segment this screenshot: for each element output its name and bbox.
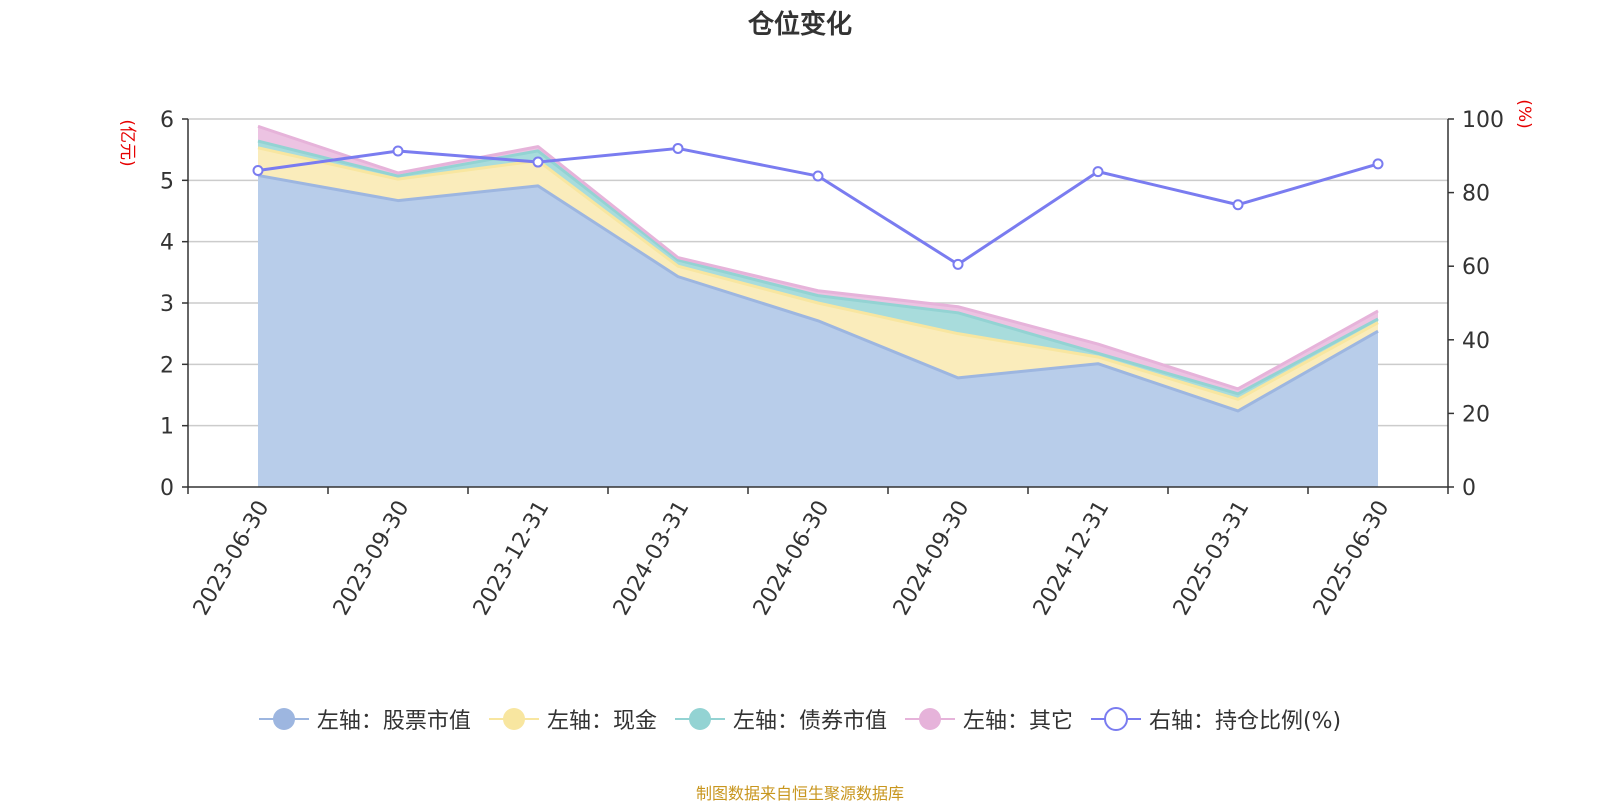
legend-item-cash[interactable]: 左轴：现金 [488,703,657,735]
right-tick-label: 60 [1462,255,1490,280]
right-axis-unit-label: (%) [1514,99,1534,128]
legend: 左轴：股票市值 左轴：现金 左轴：债券市值 左轴：其它 右轴：持仓比例(%) [0,703,1600,735]
left-axis-unit-label: (亿元) [117,119,137,166]
x-tick-label: 2023-09-30 [329,497,415,620]
ratio-point [392,145,404,157]
ratio-point [812,170,824,182]
ratio-point [252,165,264,177]
area-line-1 [257,146,1379,401]
left-tick-label: 6 [160,108,174,133]
left-tick-label: 0 [160,476,174,501]
legend-label-ratio: 右轴：持仓比例(%) [1148,709,1342,734]
ratio-point [1372,158,1384,170]
left-tick-label: 1 [160,415,174,440]
legend-marker-cash [488,708,539,730]
area-line-0 [257,173,1379,413]
ratio-point [1232,199,1244,211]
x-tick-label: 2024-12-31 [1029,497,1115,620]
x-tick-label: 2023-06-30 [189,497,275,620]
right-tick-label: 40 [1462,329,1490,354]
x-tick-label: 2023-12-31 [469,497,555,620]
area-line-3 [257,124,1379,391]
legend-label-other: 左轴：其它 [962,709,1073,734]
left-tick-label: 2 [160,353,174,378]
legend-label-bond: 左轴：债券市值 [732,709,887,734]
legend-item-stock[interactable]: 左轴：股票市值 [258,703,471,735]
legend-item-ratio[interactable]: 右轴：持仓比例(%) [1090,703,1342,735]
legend-marker-stock [258,708,309,730]
right-tick-label: 100 [1462,108,1504,133]
left-tick-label: 3 [160,292,174,317]
legend-marker-bond [674,708,725,730]
legend-item-other[interactable]: 左轴：其它 [904,703,1073,735]
left-tick-label: 4 [160,231,174,256]
ratio-point [1092,166,1104,178]
right-tick-label: 80 [1462,182,1490,207]
legend-marker-ratio [1090,707,1141,731]
legend-item-bond[interactable]: 左轴：债券市值 [674,703,887,735]
x-tick-label: 2024-03-31 [609,497,695,620]
legend-label-cash: 左轴：现金 [546,709,657,734]
x-tick-label: 2024-09-30 [889,497,975,620]
source-note: 制图数据来自恒生聚源数据库 [695,784,904,803]
legend-label-stock: 左轴：股票市值 [316,709,471,734]
x-tick-label: 2025-03-31 [1169,497,1255,620]
area-line-2 [257,139,1379,396]
legend-marker-other [904,708,955,730]
area-0 [258,175,1378,487]
right-tick-label: 20 [1462,402,1490,427]
right-tick-label: 0 [1462,476,1476,501]
x-tick-label: 2024-06-30 [749,497,835,620]
x-tick-label: 2025-06-30 [1309,497,1395,620]
left-tick-label: 5 [160,169,174,194]
chart-title: 仓位变化 [747,10,852,40]
ratio-point [532,156,544,168]
ratio-point [672,142,684,154]
ratio-point [952,258,964,270]
